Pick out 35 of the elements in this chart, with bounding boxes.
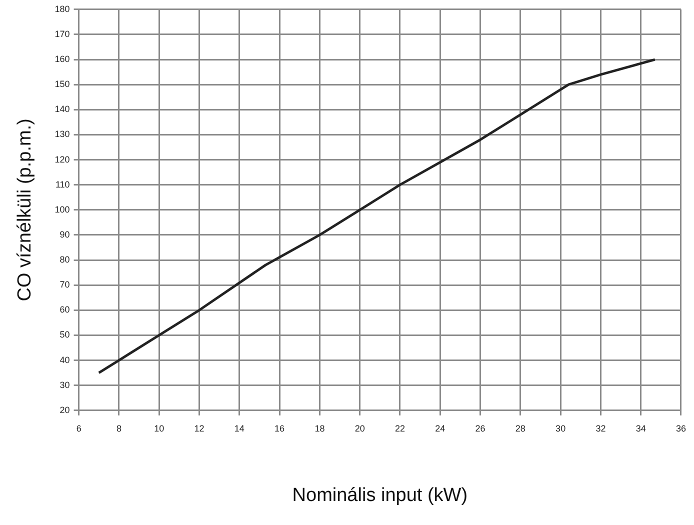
x-tick-label: 22 xyxy=(394,423,405,434)
x-tick-label: 20 xyxy=(354,423,365,434)
x-tick-label: 36 xyxy=(676,423,686,434)
y-tick-label: 140 xyxy=(54,104,70,114)
y-tick-label: 60 xyxy=(60,304,70,315)
y-tick-label: 170 xyxy=(54,28,70,39)
y-tick-label: 30 xyxy=(60,380,70,390)
x-tick-label: 28 xyxy=(515,423,526,434)
y-axis-title: CO víznélküli (p.p.m.) xyxy=(14,118,36,302)
y-tick-label: 50 xyxy=(60,330,70,340)
y-tick-label: 80 xyxy=(60,254,70,265)
y-tick-label: 160 xyxy=(54,54,70,64)
x-tick-label: 6 xyxy=(76,423,82,434)
y-tick-label: 20 xyxy=(60,404,70,415)
y-tick-label: 120 xyxy=(54,154,70,164)
x-tick-label: 24 xyxy=(435,423,446,434)
x-tick-label: 32 xyxy=(596,423,606,434)
x-tick-label: 12 xyxy=(194,423,204,434)
y-tick-label: 100 xyxy=(54,204,70,214)
y-tick-label: 180 xyxy=(54,4,70,14)
y-tick-label: 70 xyxy=(60,280,70,290)
x-tick-label: 10 xyxy=(154,423,164,434)
y-tick-label: 90 xyxy=(60,229,70,240)
x-tick-label: 8 xyxy=(116,423,122,434)
x-tick-label: 14 xyxy=(234,423,244,434)
y-tick-label: 110 xyxy=(55,179,70,190)
x-tick-label: 18 xyxy=(314,423,325,434)
y-tick-label: 40 xyxy=(60,354,70,365)
x-tick-label: 16 xyxy=(274,423,285,434)
y-tick-label: 130 xyxy=(54,129,70,140)
y-tick-label: 150 xyxy=(54,79,70,90)
x-axis-title: Nominális input (kW) xyxy=(292,484,468,506)
x-tick-label: 26 xyxy=(475,423,486,434)
x-tick-label: 30 xyxy=(556,423,566,434)
x-tick-label: 34 xyxy=(636,423,646,434)
